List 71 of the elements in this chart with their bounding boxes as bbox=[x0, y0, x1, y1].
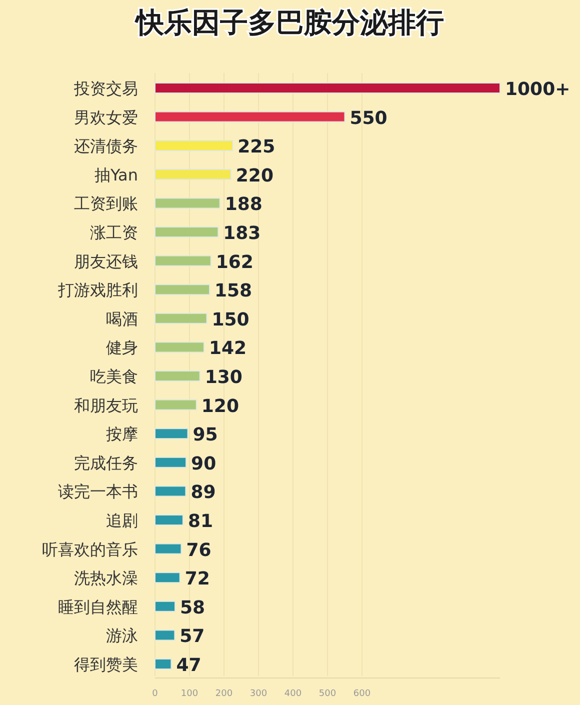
data-label: 95 bbox=[192, 424, 218, 446]
data-label: 183 bbox=[223, 223, 261, 244]
bar bbox=[154, 370, 200, 382]
y-tick-label: 打游戏胜利 bbox=[57, 280, 138, 300]
bar bbox=[154, 658, 172, 670]
y-tick-label: 听喜欢的音乐 bbox=[42, 540, 138, 559]
data-label: 90 bbox=[191, 453, 216, 474]
data-label: 162 bbox=[216, 252, 254, 273]
y-tick-label: 男欢女爱 bbox=[74, 108, 138, 127]
bar bbox=[154, 456, 187, 468]
y-tick-label: 喝酒 bbox=[106, 309, 138, 328]
data-label: 47 bbox=[176, 655, 202, 676]
bar bbox=[154, 140, 234, 152]
x-tick-label: 200 bbox=[215, 689, 233, 699]
x-tick-label: 400 bbox=[284, 689, 302, 699]
bar bbox=[154, 111, 346, 122]
y-tick-label: 涨工资 bbox=[90, 223, 138, 242]
data-label: 150 bbox=[212, 309, 250, 330]
bar bbox=[154, 312, 208, 324]
bar bbox=[154, 255, 212, 266]
bar bbox=[154, 168, 232, 180]
data-label: 89 bbox=[190, 482, 216, 504]
bar bbox=[154, 486, 186, 497]
y-tick-label: 工资到账 bbox=[74, 194, 138, 214]
x-tick-label: 300 bbox=[250, 689, 268, 699]
data-label: 130 bbox=[204, 367, 242, 388]
y-tick-label: 读完一本书 bbox=[58, 482, 138, 502]
bar bbox=[154, 284, 210, 296]
y-tick-label: 还清债务 bbox=[74, 136, 138, 156]
y-tick-label: 朋友还钱 bbox=[74, 252, 138, 271]
y-tick-label: 得到赞美 bbox=[74, 655, 138, 674]
y-tick-label: 洗热水澡 bbox=[74, 568, 138, 588]
bar bbox=[154, 543, 182, 554]
data-label: 57 bbox=[180, 626, 205, 648]
bar bbox=[154, 514, 184, 526]
bar bbox=[154, 428, 188, 440]
x-tick-label: 600 bbox=[353, 689, 371, 699]
y-tick-label: 完成任务 bbox=[74, 453, 138, 472]
bar bbox=[154, 198, 220, 209]
y-tick-label: 按摩 bbox=[106, 424, 138, 444]
y-tick-label: 吃美食 bbox=[90, 367, 138, 386]
bar bbox=[154, 342, 204, 353]
chart-title: 快乐因子多巴胺分泌排行 bbox=[134, 6, 444, 39]
data-label: 1000+ bbox=[505, 79, 570, 100]
y-tick-label: 健身 bbox=[106, 338, 138, 358]
x-tick-label: 0 bbox=[152, 689, 158, 699]
bar bbox=[154, 82, 500, 94]
y-tick-label: 追剧 bbox=[106, 511, 138, 530]
x-tick-label: 100 bbox=[180, 689, 198, 699]
bar bbox=[154, 226, 219, 238]
y-tick-label: 睡到自然醒 bbox=[58, 597, 138, 616]
data-label: 120 bbox=[201, 396, 239, 417]
bar bbox=[154, 600, 176, 612]
data-label: 188 bbox=[224, 194, 262, 216]
y-tick-label: 投资交易 bbox=[73, 79, 138, 98]
y-tick-label: 游泳 bbox=[106, 626, 138, 646]
data-label: 158 bbox=[214, 280, 252, 302]
bar bbox=[154, 399, 197, 410]
y-tick-label: 和朋友玩 bbox=[74, 396, 138, 415]
data-label: 225 bbox=[238, 136, 276, 158]
data-label: 76 bbox=[186, 540, 212, 561]
bar bbox=[154, 630, 176, 641]
data-label: 72 bbox=[184, 568, 210, 590]
data-label: 220 bbox=[236, 165, 274, 186]
data-label: 550 bbox=[350, 108, 388, 129]
data-label: 58 bbox=[180, 597, 206, 618]
y-tick-label: 抽Yan bbox=[94, 165, 138, 184]
data-label: 142 bbox=[208, 338, 247, 360]
bar bbox=[154, 572, 180, 584]
data-label: 81 bbox=[188, 511, 214, 532]
x-tick-label: 500 bbox=[318, 689, 336, 699]
